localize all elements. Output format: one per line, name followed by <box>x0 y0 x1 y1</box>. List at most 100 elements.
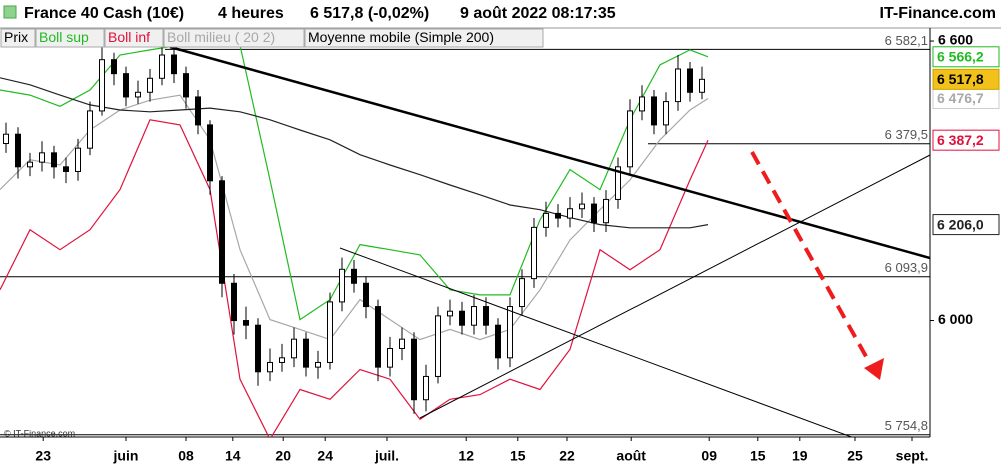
candle-body <box>363 282 369 308</box>
x-tick-label: 09 <box>701 448 717 464</box>
x-tick-label: 14 <box>225 448 241 464</box>
value-box <box>932 68 1000 90</box>
x-tick-label: 08 <box>178 448 194 464</box>
level-label: 6 379,5 <box>885 127 928 142</box>
indicator-line <box>0 44 709 321</box>
x-tick-label: 22 <box>559 448 575 464</box>
candle-body <box>63 166 69 172</box>
value-label: 6 566,2 <box>937 48 984 64</box>
value-label: 6 387,2 <box>937 132 984 148</box>
level-label: 6 582,1 <box>885 33 928 48</box>
candle-body <box>3 133 9 145</box>
arrow-head <box>864 358 884 380</box>
candle-body <box>567 208 573 219</box>
legend-box <box>163 28 305 48</box>
brand: IT-Finance.com <box>880 5 996 22</box>
x-tick-label: juin <box>113 448 139 464</box>
x-tick-label: août <box>616 448 646 464</box>
annotations <box>169 45 930 437</box>
value-label: 6 517,8 <box>937 71 984 87</box>
candle-body <box>543 212 549 228</box>
trend-line <box>339 247 853 437</box>
candle-body <box>327 301 333 363</box>
x-tick-label: juil. <box>374 448 399 464</box>
legend-entry: Boll milieu ( 20 2) <box>167 29 275 45</box>
candle-body <box>639 96 645 112</box>
candle-body <box>579 203 585 210</box>
candle-body <box>495 324 501 359</box>
candle-body <box>471 306 477 326</box>
candle-body <box>399 338 405 349</box>
legend-entry: Prix <box>4 29 28 45</box>
datetime: 9 août 2022 08:17:35 <box>460 5 616 22</box>
candle-body <box>459 310 465 326</box>
candle-body <box>531 226 537 280</box>
candle-body <box>195 96 201 126</box>
trend-line <box>169 45 930 260</box>
plot <box>0 43 930 437</box>
x-tick-label: 20 <box>275 448 291 464</box>
candle-body <box>411 338 417 401</box>
candle-body <box>171 54 177 75</box>
candle-body <box>603 198 609 224</box>
icon <box>3 5 17 19</box>
y-tick-label: 6 600 <box>938 32 973 48</box>
candle-body <box>243 320 249 326</box>
candle-body <box>423 375 429 401</box>
candle-body <box>555 212 561 219</box>
x-tick-label: 12 <box>458 448 474 464</box>
watermark: © IT-Finance.com <box>4 428 75 438</box>
legend: Prix Boll sup Boll inf Boll milieu ( 20 2) M… <box>0 28 544 48</box>
arrow <box>750 151 870 361</box>
legend-box <box>304 28 544 48</box>
candle-body <box>627 110 633 168</box>
candle-body <box>15 133 21 168</box>
legend-box <box>0 28 36 48</box>
last-quote: 6 517,8 (-0,02%) <box>310 5 429 22</box>
candle-body <box>123 73 129 98</box>
value-box <box>932 129 1000 151</box>
candle-body <box>159 54 165 79</box>
x-tick-label: sept. <box>896 448 929 464</box>
legend-box <box>35 28 105 48</box>
candle-body <box>291 338 297 359</box>
candle-body <box>339 268 345 303</box>
candle-body <box>87 110 93 149</box>
x-tick-label: 23 <box>35 448 51 464</box>
value-box <box>932 46 1000 68</box>
candle-body <box>615 166 621 200</box>
value-label: 6 206,0 <box>937 216 984 232</box>
candle-body <box>483 306 489 326</box>
candle-body <box>147 77 153 93</box>
candle-body <box>675 68 681 103</box>
x-tick-label: 15 <box>510 448 526 464</box>
indicator-line <box>0 119 709 437</box>
value-label: 6 476,7 <box>937 90 984 106</box>
candle-body <box>507 306 513 359</box>
level-label: 5 754,8 <box>885 418 928 433</box>
level-label: 6 093,9 <box>885 260 928 275</box>
candle-body <box>351 268 357 284</box>
candle-body <box>315 361 321 368</box>
timeframe: 4 heures <box>218 5 284 22</box>
candle-body <box>207 124 213 182</box>
candle-body <box>519 278 525 308</box>
legend-entry: Boll inf <box>108 29 150 45</box>
candle-body <box>75 147 81 172</box>
candle-body <box>99 59 105 112</box>
candle-body <box>435 315 441 377</box>
candle-body <box>387 347 393 368</box>
candle-body <box>219 180 225 284</box>
value-box <box>932 214 1000 236</box>
candle-body <box>591 203 597 224</box>
x-tick-label: 25 <box>847 448 863 464</box>
axes: 6 582,1 6 379,5 6 093,9 5 754,8 6 600 6 000 23… <box>35 32 1000 464</box>
legend-entry: Boll sup <box>39 29 89 45</box>
x-tick-label: 19 <box>792 448 808 464</box>
legend-box <box>104 28 164 48</box>
x-tick-label: 24 <box>317 448 333 464</box>
candle-body <box>51 152 57 168</box>
